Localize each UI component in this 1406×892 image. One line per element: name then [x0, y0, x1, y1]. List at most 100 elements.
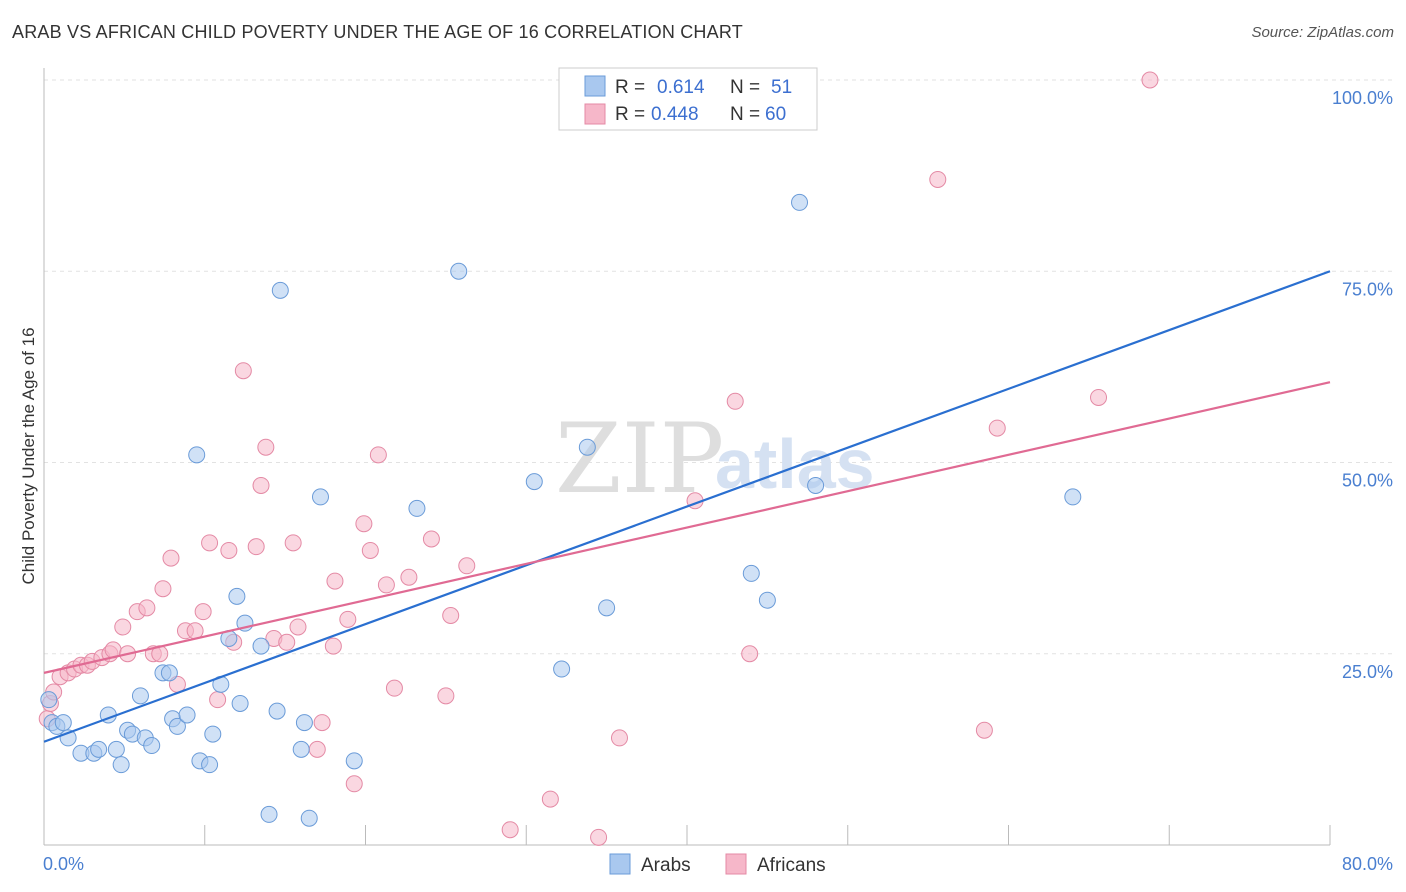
legend-r-value-africans: 0.448 — [651, 104, 699, 125]
bottom-legend-swatch-africans — [725, 853, 747, 875]
y-tick-label-25: 25.0% — [1342, 662, 1393, 682]
watermark-atlas: atlas — [715, 425, 875, 503]
x-axis-ticks — [204, 825, 1331, 845]
arabs-point-45 — [742, 564, 760, 582]
africans-point-42 — [355, 515, 373, 533]
x-tick-label-max: 80.0% — [1342, 854, 1393, 874]
africans-point-58 — [741, 645, 759, 663]
arabs-point-32 — [268, 702, 286, 720]
africans-point-49 — [437, 687, 455, 705]
arabs-point-30 — [252, 637, 270, 655]
legend-n-value-africans: 60 — [765, 104, 786, 125]
africans-point-50 — [442, 607, 460, 624]
arabs-point-46 — [758, 591, 776, 609]
arabs-point-39 — [408, 499, 426, 517]
chart-title: ARAB VS AFRICAN CHILD POVERTY UNDER THE … — [12, 22, 743, 42]
legend-r-label-arabs: R = — [615, 77, 645, 98]
arabs-point-35 — [295, 714, 313, 732]
x-tick-label-min: 0.0% — [43, 854, 84, 874]
grid-lines — [44, 79, 1392, 655]
y-tick-label-75: 75.0% — [1342, 279, 1393, 299]
arabs-point-9 — [107, 740, 125, 758]
arabs-point-20 — [178, 706, 196, 724]
arabs-point-38 — [345, 752, 363, 770]
africans-point-63 — [1141, 71, 1159, 89]
africans-point-31 — [257, 438, 275, 456]
africans-point-15 — [138, 599, 156, 617]
arabs-point-3 — [54, 714, 72, 732]
africans-point-19 — [162, 549, 180, 567]
africans-point-53 — [541, 790, 559, 808]
africans-point-35 — [289, 618, 307, 636]
legend: R = 0.614 N = 51 R = 0.448 N = 60 — [558, 67, 818, 131]
africans-point-33 — [278, 633, 296, 651]
arabs-point-28 — [231, 694, 249, 712]
africans-point-34 — [284, 534, 302, 552]
arabs-point-10 — [112, 756, 130, 774]
africans-trend-line — [43, 381, 1331, 674]
africans-point-54 — [590, 828, 608, 846]
arabs-point-15 — [143, 737, 161, 755]
arabs-point-44 — [598, 599, 616, 617]
legend-n-label-africans: N = — [730, 104, 760, 125]
arabs-point-47 — [791, 193, 809, 211]
legend-r-label-africans: R = — [615, 104, 645, 125]
arabs-trend-line — [43, 270, 1331, 743]
africans-point-25 — [209, 691, 227, 709]
arabs-point-37 — [311, 488, 329, 506]
africans-point-43 — [361, 541, 379, 559]
arabs-point-27 — [228, 587, 246, 605]
africans-point-55 — [610, 729, 628, 747]
africans-points — [38, 71, 1159, 846]
africans-point-40 — [339, 610, 357, 628]
africans-point-18 — [154, 580, 172, 598]
africans-point-23 — [194, 603, 212, 621]
africans-point-12 — [114, 618, 132, 636]
bottom-legend-swatch-arabs — [609, 853, 631, 875]
africans-point-62 — [1090, 388, 1108, 406]
arabs-point-17 — [160, 664, 178, 682]
arabs-point-33 — [271, 281, 289, 299]
bottom-legend-label-africans: Africans — [757, 855, 826, 876]
africans-point-24 — [201, 534, 219, 552]
arabs-point-43 — [578, 438, 596, 456]
arabs-point-21 — [188, 446, 206, 464]
africans-point-45 — [377, 576, 395, 594]
legend-swatch-arabs — [584, 75, 606, 97]
arabs-point-41 — [525, 473, 543, 491]
legend-r-value-arabs: 0.614 — [657, 77, 705, 98]
arabs-point-24 — [204, 725, 222, 743]
arabs-point-31 — [260, 805, 278, 823]
africans-point-41 — [345, 775, 363, 793]
y-tick-label-50: 50.0% — [1342, 471, 1393, 491]
africans-point-48 — [422, 530, 440, 548]
arabs-point-23 — [201, 756, 219, 774]
africans-point-52 — [501, 821, 519, 839]
africans-point-44 — [369, 446, 387, 464]
arabs-point-42 — [553, 660, 571, 678]
africans-point-51 — [458, 557, 476, 575]
watermark: ZIP atlas — [555, 403, 875, 515]
africans-point-60 — [975, 721, 993, 739]
arabs-point-36 — [300, 809, 318, 827]
africans-point-29 — [247, 538, 265, 556]
trend-lines — [43, 270, 1331, 743]
arabs-point-19 — [168, 717, 186, 735]
y-tick-label-100: 100.0% — [1332, 88, 1393, 108]
africans-point-36 — [308, 740, 326, 758]
africans-point-26 — [220, 541, 238, 559]
africans-point-38 — [324, 637, 342, 655]
arabs-points — [40, 193, 1082, 827]
y-tick-labels: 25.0% 50.0% 75.0% 100.0% — [1332, 88, 1393, 682]
africans-point-30 — [252, 476, 270, 494]
arabs-point-13 — [131, 687, 149, 705]
arabs-point-48 — [807, 476, 825, 494]
legend-n-value-arabs: 51 — [771, 77, 792, 98]
africans-point-39 — [326, 572, 344, 590]
africans-point-61 — [988, 419, 1006, 437]
bottom-legend: Arabs Africans — [609, 853, 826, 876]
africans-point-47 — [400, 568, 418, 586]
africans-point-59 — [929, 170, 947, 188]
legend-n-label-arabs: N = — [730, 77, 760, 98]
africans-point-37 — [313, 714, 331, 732]
